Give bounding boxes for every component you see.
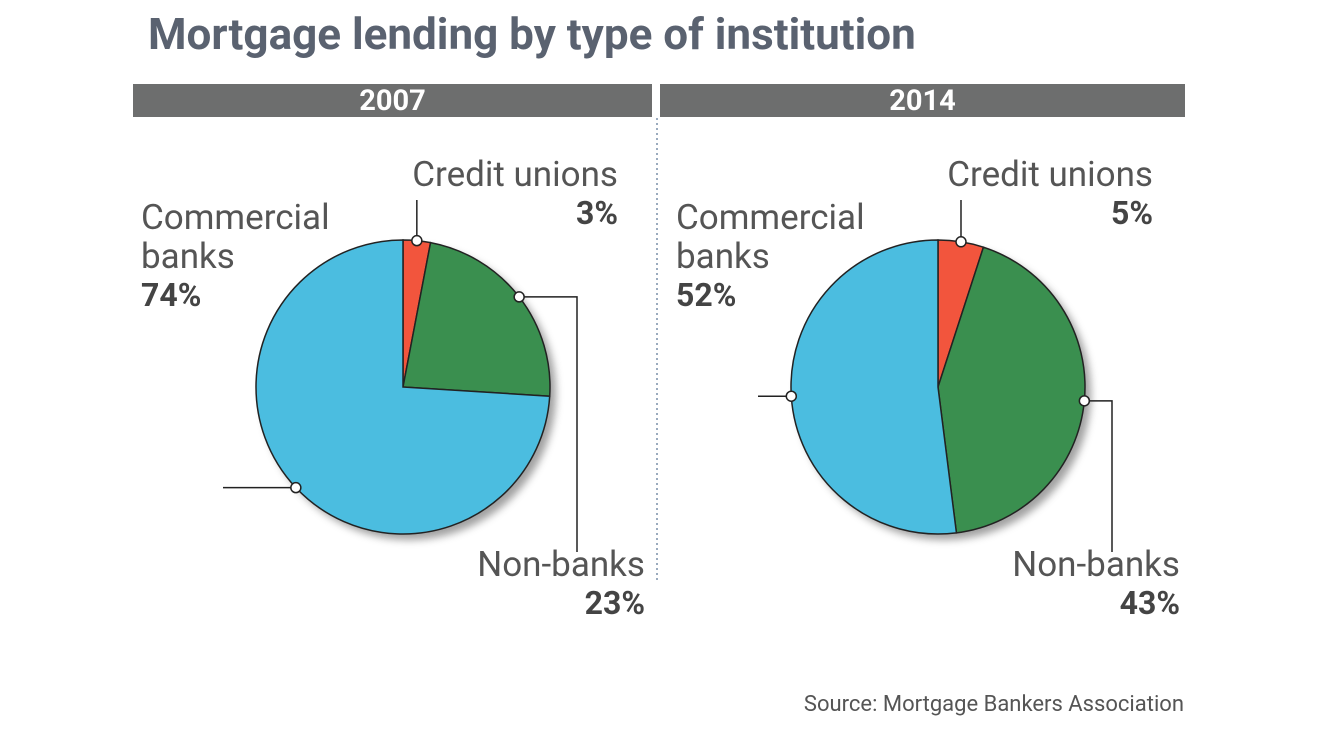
- leader-dot: [955, 236, 967, 248]
- leader-dot: [1078, 395, 1091, 407]
- category-label: Non-banks: [477, 544, 645, 585]
- slice-label: Commercial banks 52%: [676, 198, 896, 315]
- value-label: 74%: [141, 276, 202, 314]
- leader-line: [519, 296, 578, 552]
- leader-dot: [513, 291, 525, 303]
- value-label: 3%: [575, 194, 618, 232]
- title: Mortgage lending by type of institution: [148, 8, 916, 60]
- slice-label: Non-banks 23%: [477, 545, 645, 623]
- slice-label: Non-banks 43%: [1012, 545, 1180, 623]
- category-label: Commercial banks: [676, 197, 865, 277]
- leader-line: [1084, 400, 1113, 552]
- panel-header: 2014: [660, 84, 1185, 118]
- value-label: 52%: [676, 276, 737, 314]
- category-label: Commercial banks: [141, 197, 330, 277]
- leader-dot: [411, 234, 423, 247]
- leader-dot: [785, 390, 798, 402]
- slice-label: Credit unions 5%: [947, 155, 1153, 233]
- category-label: Credit unions: [947, 154, 1153, 195]
- value-label: 5%: [1110, 194, 1153, 232]
- category-label: Non-banks: [1012, 544, 1180, 585]
- slice-label: Commercial banks 74%: [141, 198, 361, 315]
- source: Source: Mortgage Bankers Association: [803, 692, 1184, 717]
- panel-header: 2007: [133, 84, 652, 118]
- slice-label: Credit unions 3%: [412, 155, 618, 233]
- value-label: 43%: [1119, 584, 1180, 622]
- category-label: Credit unions: [412, 154, 618, 195]
- leader-dot: [290, 481, 302, 494]
- value-label: 23%: [584, 584, 645, 622]
